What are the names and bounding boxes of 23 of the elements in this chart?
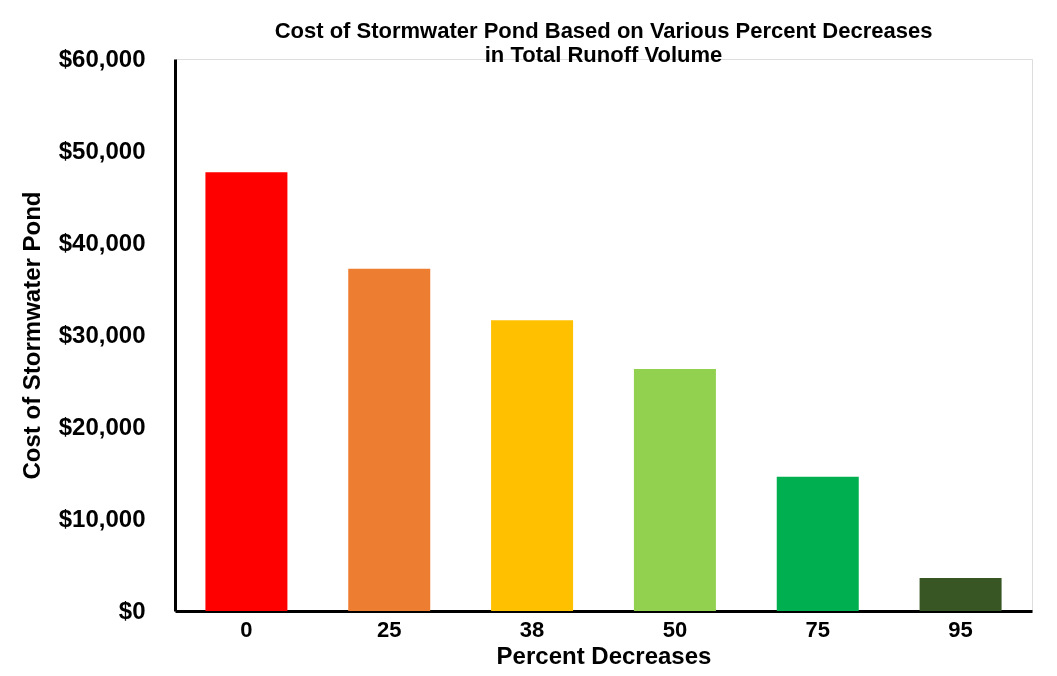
y-axis-title: Cost of Stormwater Pond bbox=[17, 191, 45, 480]
y-tick-label: $20,000 bbox=[58, 412, 146, 440]
bar bbox=[633, 369, 716, 611]
y-tick-label: $40,000 bbox=[58, 228, 146, 256]
text: in Total Runoff Volume bbox=[484, 42, 723, 67]
y-tick-label: $0 bbox=[118, 596, 146, 624]
y-tick-label: $30,000 bbox=[58, 320, 146, 348]
text: Cost of Stormwater Pond Based on Various Percent Decreases bbox=[274, 18, 933, 43]
x-tick-label: 38 bbox=[519, 616, 545, 642]
bar bbox=[348, 268, 431, 611]
x-tick-label: 95 bbox=[948, 616, 973, 642]
bar bbox=[491, 320, 574, 611]
x-axis-title: Percent Decreases bbox=[496, 641, 712, 669]
x-tick-label: 0 bbox=[240, 616, 253, 642]
y-tick-label: $50,000 bbox=[58, 136, 146, 164]
bar bbox=[205, 172, 288, 611]
bar bbox=[919, 577, 1002, 611]
x-tick-label: 25 bbox=[377, 616, 402, 642]
y-tick-label: $10,000 bbox=[58, 504, 146, 532]
x-tick-label: 50 bbox=[662, 616, 688, 642]
y-tick-label: $60,000 bbox=[58, 44, 146, 72]
x-tick-label: 75 bbox=[805, 616, 830, 642]
bar bbox=[776, 476, 859, 611]
